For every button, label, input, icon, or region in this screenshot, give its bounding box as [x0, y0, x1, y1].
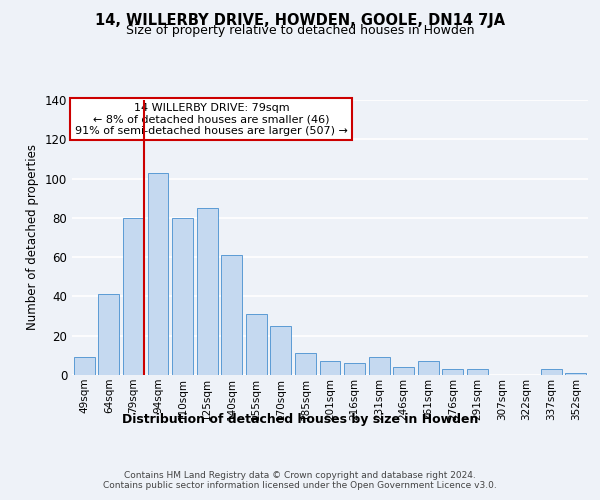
Bar: [98, 294, 119, 375]
Bar: [393, 367, 414, 375]
Bar: [172, 218, 193, 375]
Bar: [442, 369, 463, 375]
Text: Size of property relative to detached houses in Howden: Size of property relative to detached ho…: [126, 24, 474, 37]
Bar: [221, 255, 242, 375]
Bar: [418, 361, 439, 375]
Bar: [271, 326, 292, 375]
Bar: [295, 354, 316, 375]
Bar: [246, 314, 267, 375]
Bar: [541, 369, 562, 375]
Bar: [320, 361, 340, 375]
Text: 14, WILLERBY DRIVE, HOWDEN, GOOLE, DN14 7JA: 14, WILLERBY DRIVE, HOWDEN, GOOLE, DN14 …: [95, 12, 505, 28]
Text: 14 WILLERBY DRIVE: 79sqm
← 8% of detached houses are smaller (46)
91% of semi-de: 14 WILLERBY DRIVE: 79sqm ← 8% of detache…: [75, 103, 348, 136]
Bar: [344, 363, 365, 375]
Bar: [74, 358, 95, 375]
Text: Distribution of detached houses by size in Howden: Distribution of detached houses by size …: [122, 412, 478, 426]
Bar: [197, 208, 218, 375]
Bar: [467, 369, 488, 375]
Text: Contains HM Land Registry data © Crown copyright and database right 2024.
Contai: Contains HM Land Registry data © Crown c…: [103, 470, 497, 490]
Bar: [148, 172, 169, 375]
Y-axis label: Number of detached properties: Number of detached properties: [26, 144, 39, 330]
Bar: [565, 373, 586, 375]
Bar: [123, 218, 144, 375]
Bar: [368, 358, 389, 375]
